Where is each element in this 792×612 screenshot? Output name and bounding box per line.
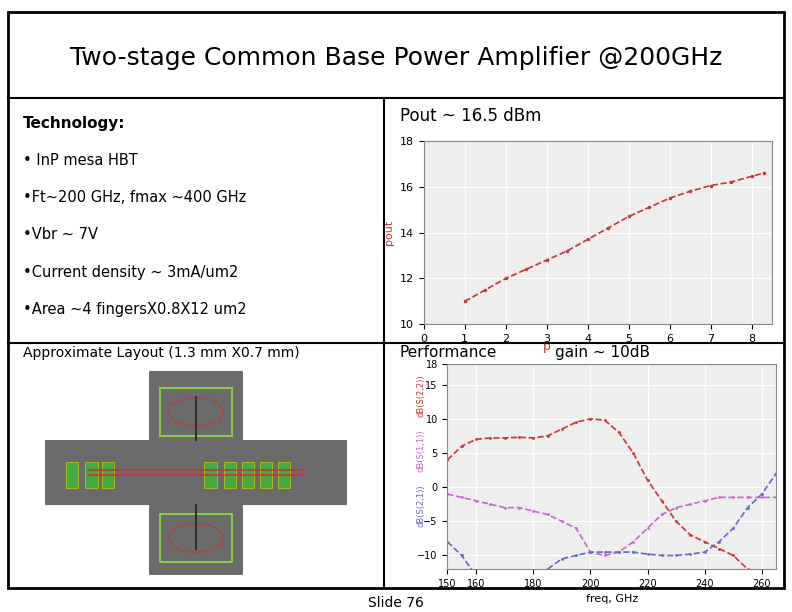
Bar (260, 462, 272, 488)
Text: Approximate Layout (1.3 mm X0.7 mm): Approximate Layout (1.3 mm X0.7 mm) (23, 346, 299, 359)
Text: •Area ~4 fingersX0.8X12 um2: •Area ~4 fingersX0.8X12 um2 (23, 302, 246, 317)
Y-axis label: pout: pout (384, 220, 394, 245)
Text: dB(S(2,2)): dB(S(2,2)) (416, 374, 425, 417)
Text: Technology:: Technology: (23, 116, 126, 131)
Bar (149, 506, 243, 575)
Bar (160, 514, 232, 562)
Text: Performance: Performance (400, 345, 497, 360)
Bar (160, 388, 232, 436)
Bar (101, 462, 114, 488)
Bar (242, 462, 254, 488)
Bar (224, 462, 236, 488)
Bar (86, 462, 97, 488)
Bar (149, 371, 243, 444)
Bar (204, 462, 216, 488)
Text: dB(S(1,1)): dB(S(1,1)) (416, 429, 425, 472)
Text: gain ~ 10dB: gain ~ 10dB (555, 345, 650, 360)
Text: Pout ~ 16.5 dBm: Pout ~ 16.5 dBm (400, 107, 541, 125)
Bar (44, 440, 348, 506)
Text: •Ft~200 GHz, fmax ~400 GHz: •Ft~200 GHz, fmax ~400 GHz (23, 190, 246, 205)
Text: •Vbr ~ 7V: •Vbr ~ 7V (23, 227, 98, 242)
Text: Two-stage Common Base Power Amplifier @200GHz: Two-stage Common Base Power Amplifier @2… (70, 46, 722, 70)
Text: Slide 76: Slide 76 (368, 596, 424, 610)
Bar (278, 462, 291, 488)
Text: • InP mesa HBT: • InP mesa HBT (23, 153, 138, 168)
X-axis label: freq, GHz: freq, GHz (586, 594, 638, 605)
Bar (66, 462, 78, 488)
Text: p: p (543, 340, 550, 353)
Text: •Current density ~ 3mA/um2: •Current density ~ 3mA/um2 (23, 264, 238, 280)
Text: dB(S(2,1)): dB(S(2,1)) (416, 484, 425, 527)
